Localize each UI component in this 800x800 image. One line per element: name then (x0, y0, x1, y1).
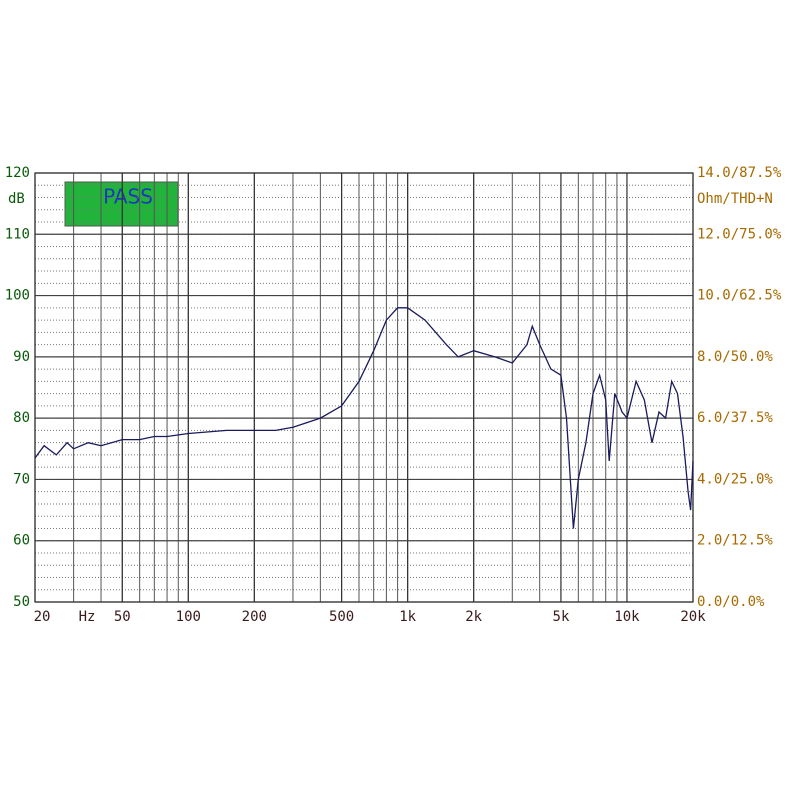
y2-tick-label: 10.0/62.5% (697, 288, 782, 304)
y-tick-label: 110 (5, 226, 30, 242)
pass-text: PASS (103, 185, 153, 209)
x-tick-label: 10k (614, 609, 640, 625)
y2-tick-label: 8.0/50.0% (697, 349, 773, 365)
y2-tick-label: 0.0/0.0% (697, 594, 765, 610)
y2-tick-label: 2.0/12.5% (697, 533, 773, 549)
y-tick-label: 90 (13, 349, 30, 365)
x-tick-label: 2k (465, 609, 482, 625)
x-tick-label: 20 (34, 609, 51, 625)
y2-tick-label: 14.0/87.5% (697, 165, 782, 181)
x-tick-label: 50 (114, 609, 131, 625)
x-tick-label: 200 (242, 609, 267, 625)
response-line (34, 307, 694, 529)
y-tick-label: 120 (5, 165, 30, 181)
x-tick-label: 500 (329, 609, 354, 625)
y-tick-label: 60 (13, 533, 30, 549)
x-tick-label: 5k (553, 609, 570, 625)
y-tick-label: 100 (5, 288, 30, 304)
y2-axis-label: Ohm/THD+N (697, 191, 773, 207)
y2-tick-label: 12.0/75.0% (697, 226, 782, 242)
y2-tick-label: 4.0/25.0% (697, 471, 773, 487)
y2-tick-label: 6.0/37.5% (697, 410, 773, 426)
x-tick-label: 100 (176, 609, 201, 625)
pass-badge (64, 181, 179, 227)
y-tick-label: 70 (13, 471, 30, 487)
x-axis-label: Hz (79, 609, 96, 625)
y-tick-label: 50 (13, 594, 30, 610)
x-tick-label: 1k (399, 609, 416, 625)
y-axis-label: dB (8, 191, 25, 207)
y-tick-label: 80 (13, 410, 30, 426)
x-tick-label: 20k (680, 609, 706, 625)
plot-frame (34, 172, 694, 603)
